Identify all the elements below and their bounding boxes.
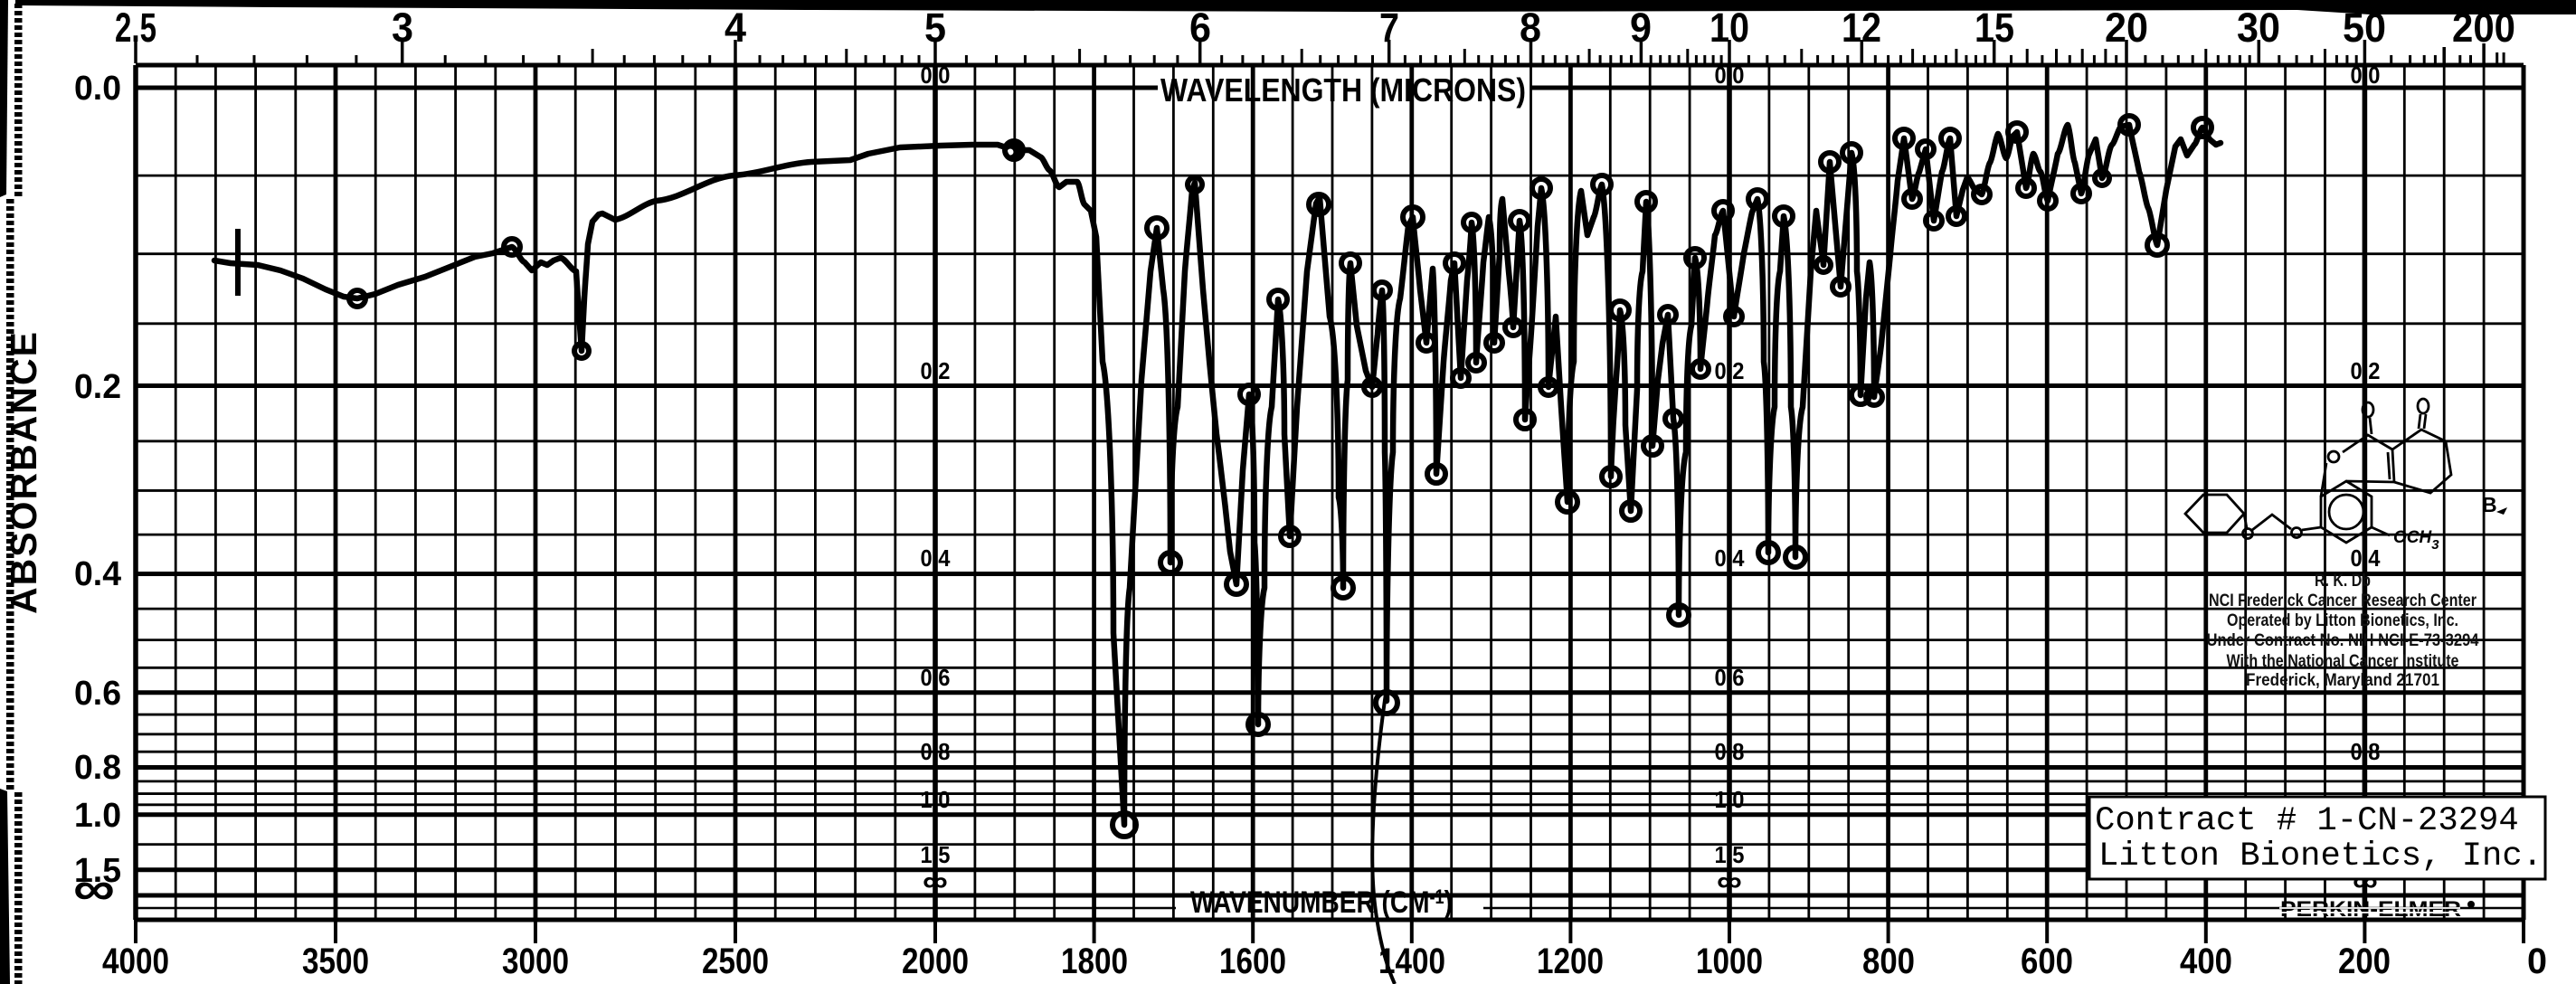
svg-text:20: 20 xyxy=(2105,5,2148,51)
svg-text:15: 15 xyxy=(1975,5,2014,51)
svg-text:5: 5 xyxy=(924,5,946,51)
svg-text:2000: 2000 xyxy=(902,941,969,981)
svg-text:0.6: 0.6 xyxy=(74,675,121,713)
svg-text:0.4: 0.4 xyxy=(1715,544,1745,572)
svg-text:600: 600 xyxy=(2021,941,2073,981)
svg-text:Frederick, Maryland 21701: Frederick, Maryland 21701 xyxy=(2246,671,2439,690)
svg-text:3500: 3500 xyxy=(302,941,369,981)
svg-text:200: 200 xyxy=(2452,5,2515,51)
svg-text:1400: 1400 xyxy=(1378,941,1445,981)
svg-text:30: 30 xyxy=(2237,5,2280,51)
svg-text:400: 400 xyxy=(2180,941,2232,981)
svg-text:B: B xyxy=(2482,493,2497,516)
svg-text:6: 6 xyxy=(1189,5,1211,51)
svg-text:Operated by Litton Bionetics,: Operated by Litton Bionetics, Inc. xyxy=(2227,611,2458,630)
svg-text:Contract # 1-CN-23294: Contract # 1-CN-23294 xyxy=(2095,802,2519,840)
svg-text:3000: 3000 xyxy=(502,941,569,981)
svg-text:0.8: 0.8 xyxy=(921,738,951,765)
svg-text:0.2: 0.2 xyxy=(921,357,951,384)
svg-text:0.8: 0.8 xyxy=(1715,738,1745,765)
svg-text:1.0: 1.0 xyxy=(1715,786,1745,813)
svg-text:1800: 1800 xyxy=(1061,941,1128,981)
svg-text:200: 200 xyxy=(2338,941,2391,981)
svg-text:0.0: 0.0 xyxy=(2351,62,2381,89)
svg-text:0.2: 0.2 xyxy=(74,368,121,406)
svg-text:9: 9 xyxy=(1630,5,1652,51)
svg-text:WAVENUMBER (CM-1): WAVENUMBER (CM-1) xyxy=(1190,885,1453,920)
svg-text:1000: 1000 xyxy=(1696,941,1763,981)
svg-text:1600: 1600 xyxy=(1219,941,1286,981)
svg-text:∞: ∞ xyxy=(923,865,948,897)
svg-text:0.0: 0.0 xyxy=(921,62,951,89)
svg-text:1.0: 1.0 xyxy=(74,797,121,835)
svg-text:4000: 4000 xyxy=(102,941,169,981)
svg-text:0.6: 0.6 xyxy=(921,664,951,691)
svg-text:0.0: 0.0 xyxy=(74,70,121,108)
svg-text:50: 50 xyxy=(2343,5,2386,51)
svg-text:0.4: 0.4 xyxy=(2351,544,2381,572)
svg-text:0.2: 0.2 xyxy=(1715,357,1745,384)
svg-text:∞: ∞ xyxy=(73,863,115,915)
svg-text:WAVELENGTH (MICRONS): WAVELENGTH (MICRONS) xyxy=(1160,71,1526,109)
svg-text:0.4: 0.4 xyxy=(74,555,121,593)
svg-text:0.8: 0.8 xyxy=(2351,738,2381,765)
svg-text:1200: 1200 xyxy=(1537,941,1604,981)
svg-text:4: 4 xyxy=(724,5,746,51)
svg-text:1.5: 1.5 xyxy=(1715,841,1745,868)
svg-text:7: 7 xyxy=(1379,5,1399,51)
svg-text:0.8: 0.8 xyxy=(74,749,121,787)
svg-text:12: 12 xyxy=(1842,5,1881,51)
svg-text:NCI Frederick Cancer Research: NCI Frederick Cancer Research Center xyxy=(2209,591,2477,610)
svg-text:0.6: 0.6 xyxy=(1715,664,1745,691)
svg-text:10: 10 xyxy=(1709,5,1749,51)
svg-text:2500: 2500 xyxy=(702,941,769,981)
svg-text:Litton Bionetics, Inc.: Litton Bionetics, Inc. xyxy=(2098,837,2543,875)
svg-text:0.0: 0.0 xyxy=(1715,62,1745,89)
svg-text:With the National Cancer Insti: With the National Cancer Institute xyxy=(2227,652,2459,671)
svg-text:0: 0 xyxy=(2527,941,2547,981)
svg-text:PERKIN-ELMER: PERKIN-ELMER xyxy=(2280,897,2461,922)
svg-text:8: 8 xyxy=(1520,5,1541,51)
svg-text:2.5: 2.5 xyxy=(115,5,156,51)
svg-text:1.5: 1.5 xyxy=(74,852,121,890)
svg-text:3: 3 xyxy=(392,5,413,51)
svg-text:1.5: 1.5 xyxy=(921,841,951,868)
svg-text:0.4: 0.4 xyxy=(921,544,951,572)
svg-text:0.2: 0.2 xyxy=(2351,357,2381,384)
svg-text:800: 800 xyxy=(1862,941,1915,981)
svg-text:R. K. Db: R. K. Db xyxy=(2315,572,2371,591)
svg-text:ABSORBANCE: ABSORBANCE xyxy=(3,330,44,614)
svg-text:Under Contract No. NIH NCI-E-7: Under Contract No. NIH NCI-E-73-3294 xyxy=(2207,631,2479,650)
svg-text:∞: ∞ xyxy=(1717,865,1742,897)
svg-text:1.0: 1.0 xyxy=(921,786,951,813)
